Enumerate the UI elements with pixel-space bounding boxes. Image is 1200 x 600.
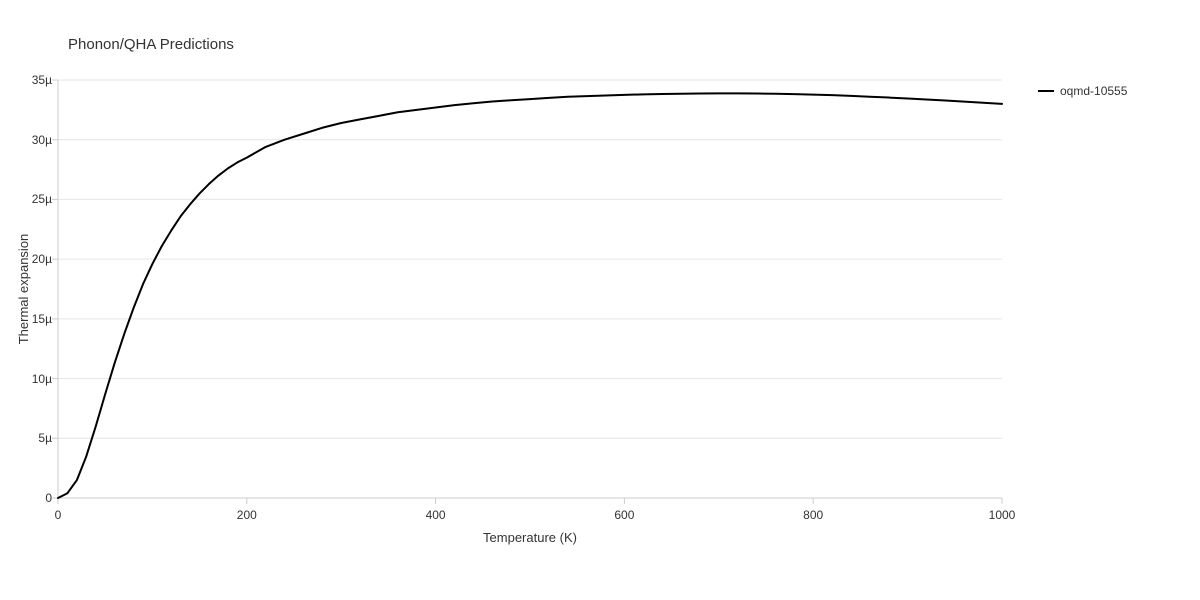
y-tick-label: 30µ <box>32 133 52 147</box>
y-axis-label: Thermal expansion <box>16 234 31 345</box>
legend-series-label: oqmd-10555 <box>1060 84 1127 98</box>
legend: oqmd-10555 <box>1038 84 1127 98</box>
x-tick-label: 1000 <box>989 508 1016 522</box>
y-tick-label: 15µ <box>32 312 52 326</box>
y-tick-label: 5µ <box>38 431 52 445</box>
x-axis-label: Temperature (K) <box>483 530 577 545</box>
x-tick-label: 0 <box>55 508 62 522</box>
y-tick-label: 35µ <box>32 73 52 87</box>
y-tick-label: 10µ <box>32 372 52 386</box>
y-tick-label: 0 <box>45 491 52 505</box>
x-tick-label: 600 <box>614 508 634 522</box>
x-tick-label: 800 <box>803 508 823 522</box>
y-tick-label: 20µ <box>32 252 52 266</box>
legend-swatch <box>1038 90 1054 92</box>
chart-title: Phonon/QHA Predictions <box>68 36 234 53</box>
y-tick-label: 25µ <box>32 192 52 206</box>
plot-area <box>38 60 1022 518</box>
chart-container: Phonon/QHA Predictions Temperature (K) T… <box>0 0 1200 600</box>
x-tick-label: 400 <box>426 508 446 522</box>
x-tick-label: 200 <box>237 508 257 522</box>
